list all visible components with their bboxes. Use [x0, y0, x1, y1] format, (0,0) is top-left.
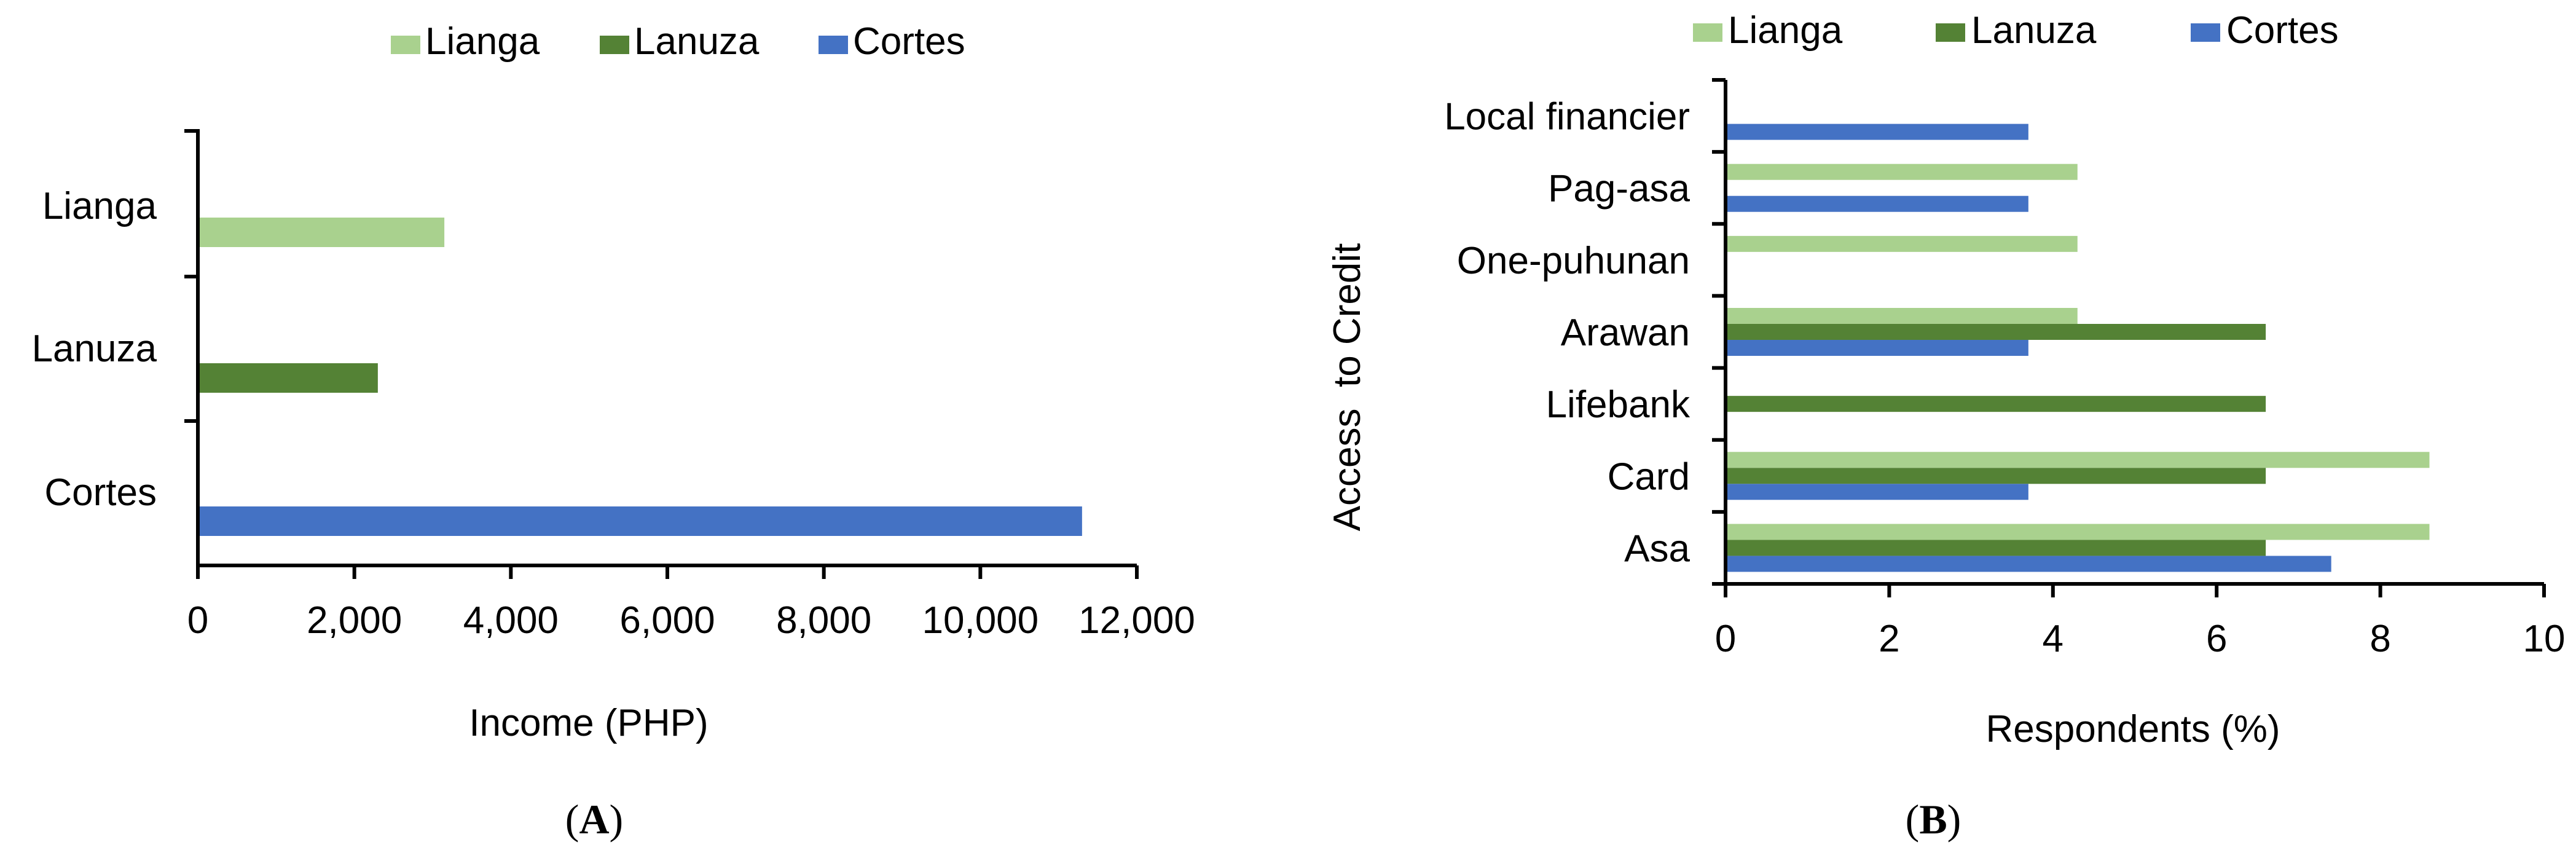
chart-b-x-axis-title: Respondents (%) [1985, 708, 2280, 750]
chart-a-category-label-cortes: Cortes [44, 471, 157, 514]
legend-b-label-lianga: Lianga [1728, 9, 1843, 52]
legend-b-label-cortes: Cortes [2226, 9, 2339, 52]
legend-a-label-lianga: Lianga [425, 20, 540, 63]
chart-b-bars [1727, 124, 2430, 572]
x-tick-label-a: 8,000 [776, 599, 871, 642]
category-label-b-pag-asa: Pag-asa [1548, 168, 1690, 210]
x-tick-label-a: 6,000 [619, 599, 715, 642]
category-label-b-one-puhunan: One-puhunan [1457, 240, 1690, 282]
bar-b-lanuza-lifebank [1727, 396, 2266, 412]
legend-b-swatch-lianga [1693, 23, 1722, 42]
chart-a-legend: Lianga Lanuza Cortes [391, 20, 965, 63]
bar-b-lanuza-arawan [1727, 324, 2266, 340]
legend-a-swatch-lianga [391, 36, 420, 54]
x-tick-label-b: 0 [1715, 618, 1736, 660]
bar-a-lianga [200, 218, 445, 247]
chart-b: Lianga Lanuza Cortes Access to Credit Lo… [1326, 9, 2565, 843]
legend-b-label-lanuza: Lanuza [1971, 9, 2097, 52]
bar-a-cortes [200, 506, 1082, 536]
chart-a-category-label-lianga: Lianga [42, 185, 157, 227]
chart-a-category-label-lanuza: Lanuza [32, 328, 157, 370]
chart-b-category-labels: Local financier Pag-asa One-puhunan Arawan L… [1444, 96, 1690, 570]
chart-b-y-ticks [1712, 78, 1726, 586]
panel-b-label: (B) [1906, 796, 1961, 843]
chart-b-y-axis-title: Access to Credit [1326, 243, 1368, 532]
legend-b-swatch-cortes [2191, 23, 2220, 42]
bar-b-lanuza-asa [1727, 540, 2266, 556]
category-label-b-card: Card [1608, 455, 1690, 498]
category-label-b-asa: Asa [1624, 527, 1690, 570]
chart-a-x-ticks: 0 2,000 4,000 6,000 8,000 10,000 12,000 [187, 565, 1195, 642]
x-tick-label-a: 2,000 [307, 599, 402, 642]
x-tick-label-b: 6 [2206, 618, 2227, 660]
legend-a-label-lanuza: Lanuza [634, 20, 760, 63]
legend-a-swatch-cortes [819, 36, 848, 54]
x-tick-label-a: 0 [187, 599, 208, 642]
x-tick-label-a: 10,000 [922, 599, 1039, 642]
category-label-b-lifebank: Lifebank [1546, 384, 1690, 426]
bar-b-lianga-arawan [1727, 308, 2078, 324]
x-tick-label-a: 4,000 [463, 599, 559, 642]
chart-a-bars [200, 218, 1082, 536]
chart-b-legend: Lianga Lanuza Cortes [1693, 9, 2339, 52]
bar-b-cortes-card [1727, 484, 2028, 500]
bar-b-cortes-local-financier [1727, 124, 2028, 140]
legend-a-label-cortes: Cortes [853, 20, 965, 63]
x-tick-label-b: 10 [2523, 618, 2566, 660]
bar-b-lianga-one-puhunan [1727, 235, 2078, 252]
bar-b-lanuza-card [1727, 468, 2266, 484]
chart-b-x-ticks: 0 2 4 6 8 10 [1715, 584, 2566, 660]
x-tick-label-b: 2 [1879, 618, 1899, 660]
bar-b-lianga-card [1727, 452, 2430, 468]
category-label-b-arawan: Arawan [1561, 312, 1690, 354]
bar-b-lianga-pag-asa [1727, 163, 2078, 180]
x-tick-label-b: 4 [2043, 618, 2064, 660]
panel-a-label: (A) [565, 796, 623, 843]
chart-a-x-axis-title: Income (PHP) [469, 702, 708, 744]
bar-b-cortes-arawan [1727, 340, 2028, 356]
legend-a-swatch-lanuza [600, 36, 629, 54]
x-tick-label-b: 8 [2370, 618, 2390, 660]
bar-b-cortes-asa [1727, 556, 2331, 572]
category-label-b-local-financier: Local financier [1444, 96, 1690, 138]
bar-b-cortes-pag-asa [1727, 195, 2028, 212]
bar-b-lianga-asa [1727, 524, 2430, 540]
x-tick-label-a: 12,000 [1078, 599, 1195, 642]
chart-a: Lianga Lanuza Cortes Lianga Lanuza Corte… [32, 20, 1195, 843]
legend-b-swatch-lanuza [1936, 23, 1965, 42]
bar-a-lanuza [200, 363, 378, 393]
